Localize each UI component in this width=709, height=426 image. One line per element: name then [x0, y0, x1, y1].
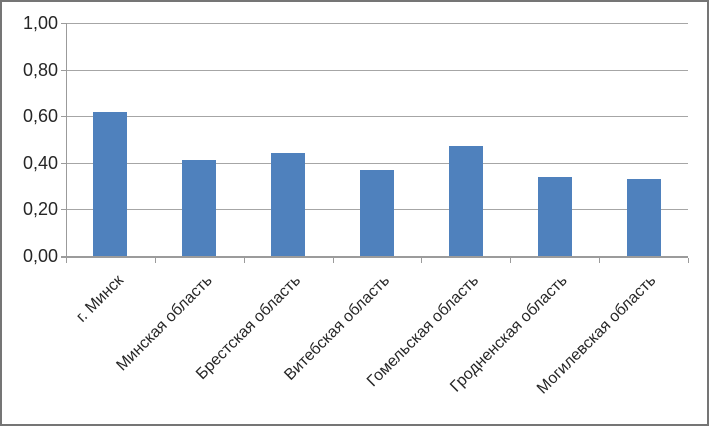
x-axis-line: [61, 256, 688, 258]
x-axis-tick: [421, 258, 423, 263]
y-tick-label: 0,60: [22, 106, 58, 127]
y-axis-tick: [61, 162, 66, 164]
bar: [448, 146, 483, 256]
y-tick-label: 0,40: [22, 152, 58, 173]
x-tick-label: Минская область: [112, 272, 216, 375]
bar: [626, 179, 661, 256]
bar: [537, 176, 572, 256]
bar: [93, 111, 128, 256]
x-axis-tick: [243, 258, 245, 263]
x-tick-label: г. Минск: [72, 272, 127, 326]
y-tick-label: 0,20: [22, 199, 58, 220]
x-axis-tick: [66, 258, 67, 263]
y-axis-tick: [61, 69, 66, 71]
x-axis-tick: [688, 258, 689, 263]
gridline: [66, 116, 688, 118]
bar: [360, 169, 394, 256]
y-axis-tick: [61, 116, 66, 118]
y-tick-label: 0,00: [22, 246, 58, 266]
bar: [182, 160, 217, 256]
gridline: [66, 23, 688, 24]
y-tick-label: 1,00: [22, 13, 58, 33]
bar: [271, 153, 306, 256]
x-axis-tick: [599, 258, 601, 263]
x-axis-tick: [154, 258, 156, 263]
gridline: [66, 69, 688, 71]
y-axis-tick: [61, 209, 66, 211]
y-axis-line: [66, 23, 67, 256]
x-axis-tick: [510, 258, 512, 263]
x-axis-tick: [332, 258, 334, 263]
y-tick-label: 0,80: [22, 59, 58, 80]
gridline: [66, 162, 688, 164]
y-axis-tick: [61, 23, 66, 24]
